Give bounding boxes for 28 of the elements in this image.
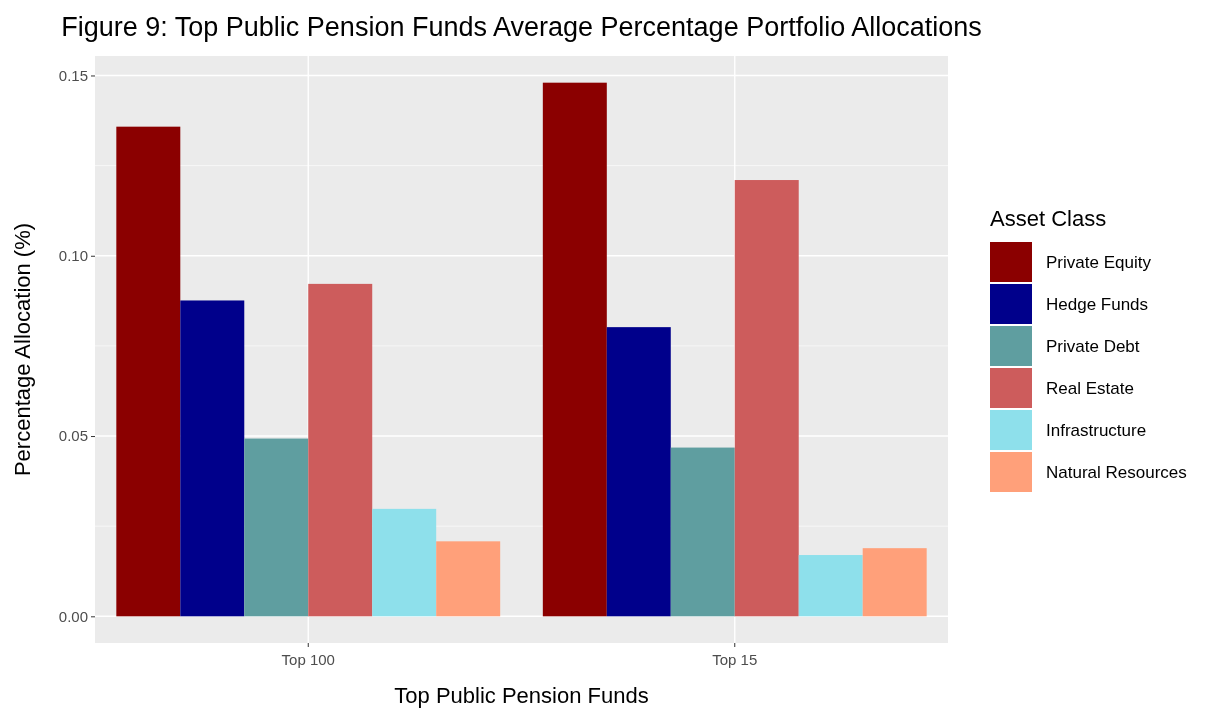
bar [862,548,927,617]
bar [180,300,245,617]
legend-label: Hedge Funds [1046,295,1149,314]
legend-label: Private Debt [1046,337,1140,356]
x-axis-title: Top Public Pension Funds [394,683,649,708]
x-tick-label: Top 15 [712,651,758,668]
bar [606,327,671,617]
y-tick-label: 0.15 [58,66,88,84]
bar [308,283,373,617]
chart-title: Figure 9: Top Public Pension Funds Average Percentage Portfolio Allocations [61,12,982,42]
legend-title: Asset Class [990,206,1107,231]
bar [542,82,607,617]
bar [436,541,501,617]
legend-label: Natural Resources [1046,463,1187,482]
y-tick-label: 0.05 [58,427,88,445]
legend-label: Real Estate [1046,379,1134,398]
bar [372,508,437,617]
y-tick-label: 0.10 [58,247,88,265]
bar [244,438,309,617]
bar [798,555,863,617]
bar [116,126,181,617]
y-tick-label: 0.00 [58,607,88,625]
y-axis-title: Percentage Allocation (%) [10,222,35,477]
x-tick-label: Top 100 [281,651,335,668]
legend-label: Infrastructure [1046,421,1147,440]
bar [670,447,735,617]
bar [734,180,799,617]
legend-label: Private Equity [1046,253,1152,272]
